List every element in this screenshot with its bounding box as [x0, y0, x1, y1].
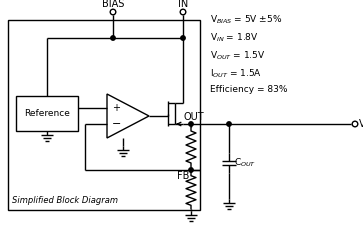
- Text: C$_{OUT}$: C$_{OUT}$: [234, 156, 256, 169]
- Text: Simplified Block Diagram: Simplified Block Diagram: [12, 196, 118, 205]
- Text: V$_{BIAS}$ = 5V ±5%: V$_{BIAS}$ = 5V ±5%: [210, 13, 282, 26]
- Circle shape: [227, 122, 231, 126]
- FancyBboxPatch shape: [16, 96, 78, 131]
- Text: +: +: [112, 103, 120, 113]
- Text: FB: FB: [177, 171, 189, 181]
- Text: −: −: [112, 119, 121, 129]
- Circle shape: [352, 121, 358, 127]
- Circle shape: [189, 168, 193, 172]
- Circle shape: [111, 36, 115, 40]
- Text: Efficiency = 83%: Efficiency = 83%: [210, 85, 287, 94]
- Text: V$_{OUT}$ = 1.5V: V$_{OUT}$ = 1.5V: [210, 49, 266, 61]
- Text: I$_{OUT}$ = 1.5A: I$_{OUT}$ = 1.5A: [210, 67, 262, 80]
- Text: V$_{IN}$ = 1.8V: V$_{IN}$ = 1.8V: [210, 31, 258, 43]
- Polygon shape: [107, 94, 149, 138]
- Text: V$_{OUT}$: V$_{OUT}$: [358, 117, 363, 131]
- Circle shape: [110, 9, 116, 15]
- Circle shape: [189, 122, 193, 126]
- Text: BIAS: BIAS: [102, 0, 124, 9]
- Circle shape: [181, 36, 185, 40]
- Text: IN: IN: [178, 0, 188, 9]
- Text: OUT: OUT: [184, 112, 205, 122]
- FancyBboxPatch shape: [8, 20, 200, 210]
- Text: Reference: Reference: [24, 109, 70, 118]
- Circle shape: [180, 9, 186, 15]
